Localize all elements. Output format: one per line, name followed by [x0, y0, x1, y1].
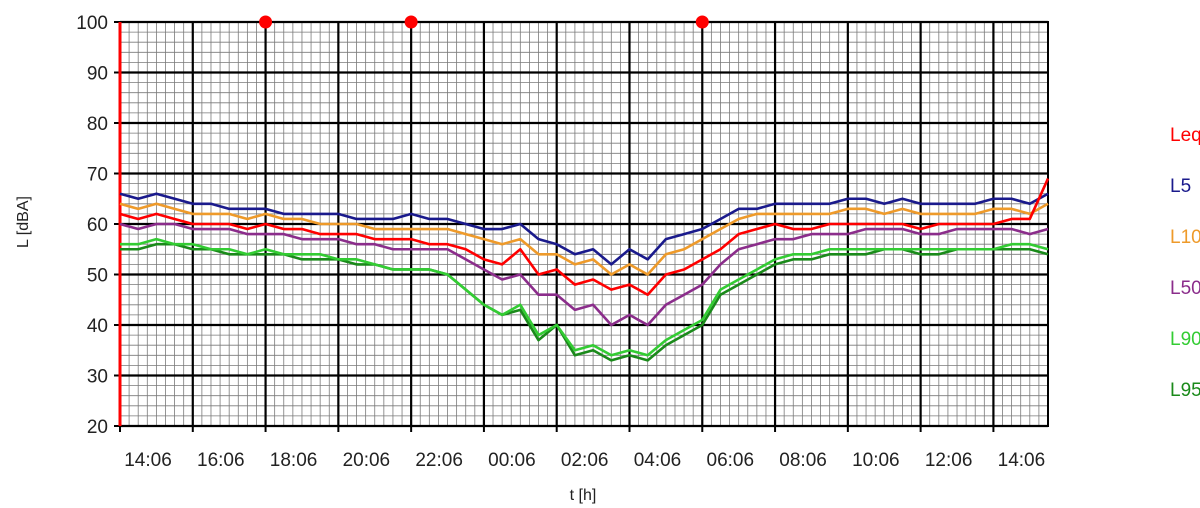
y-tick-label: 40 — [87, 316, 108, 337]
x-tick-label: 18:06 — [270, 450, 318, 471]
x-tick-label: 10:06 — [852, 450, 900, 471]
x-axis-title: t [h] — [570, 487, 597, 504]
x-tick-label: 06:06 — [707, 450, 755, 471]
y-tick-label: 30 — [87, 367, 108, 388]
x-tick-label: 14:06 — [124, 450, 172, 471]
legend-label-l50: L50 — [1170, 278, 1200, 299]
y-axis-title: L [dBA] — [15, 196, 32, 248]
legend-label-l90: L90 — [1170, 329, 1200, 350]
x-tick-label: 04:06 — [634, 450, 682, 471]
x-tick-label: 12:06 — [925, 450, 973, 471]
y-tick-label: 70 — [87, 165, 108, 186]
legend-label-leq: Leq — [1170, 125, 1200, 146]
x-tick-label: 00:06 — [488, 450, 536, 471]
series-line-l10 — [119, 202, 1049, 276]
series-line-l90 — [120, 237, 1049, 357]
series-lines — [119, 178, 1050, 362]
y-tick-label: 60 — [87, 215, 108, 236]
legend-label-l95: L95 — [1170, 380, 1200, 401]
x-tick-label: 08:06 — [779, 450, 827, 471]
series-line-l50 — [119, 222, 1049, 327]
y-tick-label: 20 — [87, 417, 108, 438]
legend: Leq L5 L10 L50 L90 L95 — [1170, 125, 1200, 401]
x-tick-label: 16:06 — [197, 450, 245, 471]
series-line-leq — [119, 178, 1050, 297]
event-marker — [404, 15, 418, 29]
y-tick-label: 50 — [87, 266, 108, 287]
series-line-l5 — [119, 192, 1049, 266]
x-tick-label: 02:06 — [561, 450, 609, 471]
y-tick-label: 80 — [87, 114, 108, 135]
legend-label-l10: L10 — [1170, 227, 1200, 248]
x-tick-label: 20:06 — [343, 450, 391, 471]
x-tick-label: 22:06 — [415, 450, 463, 471]
event-marker — [695, 15, 709, 29]
x-tick-label: 14:06 — [998, 450, 1046, 471]
event-marker — [259, 15, 273, 29]
y-tick-label: 100 — [76, 13, 108, 34]
y-tick-label: 90 — [87, 64, 108, 85]
legend-label-l5: L5 — [1170, 176, 1191, 197]
